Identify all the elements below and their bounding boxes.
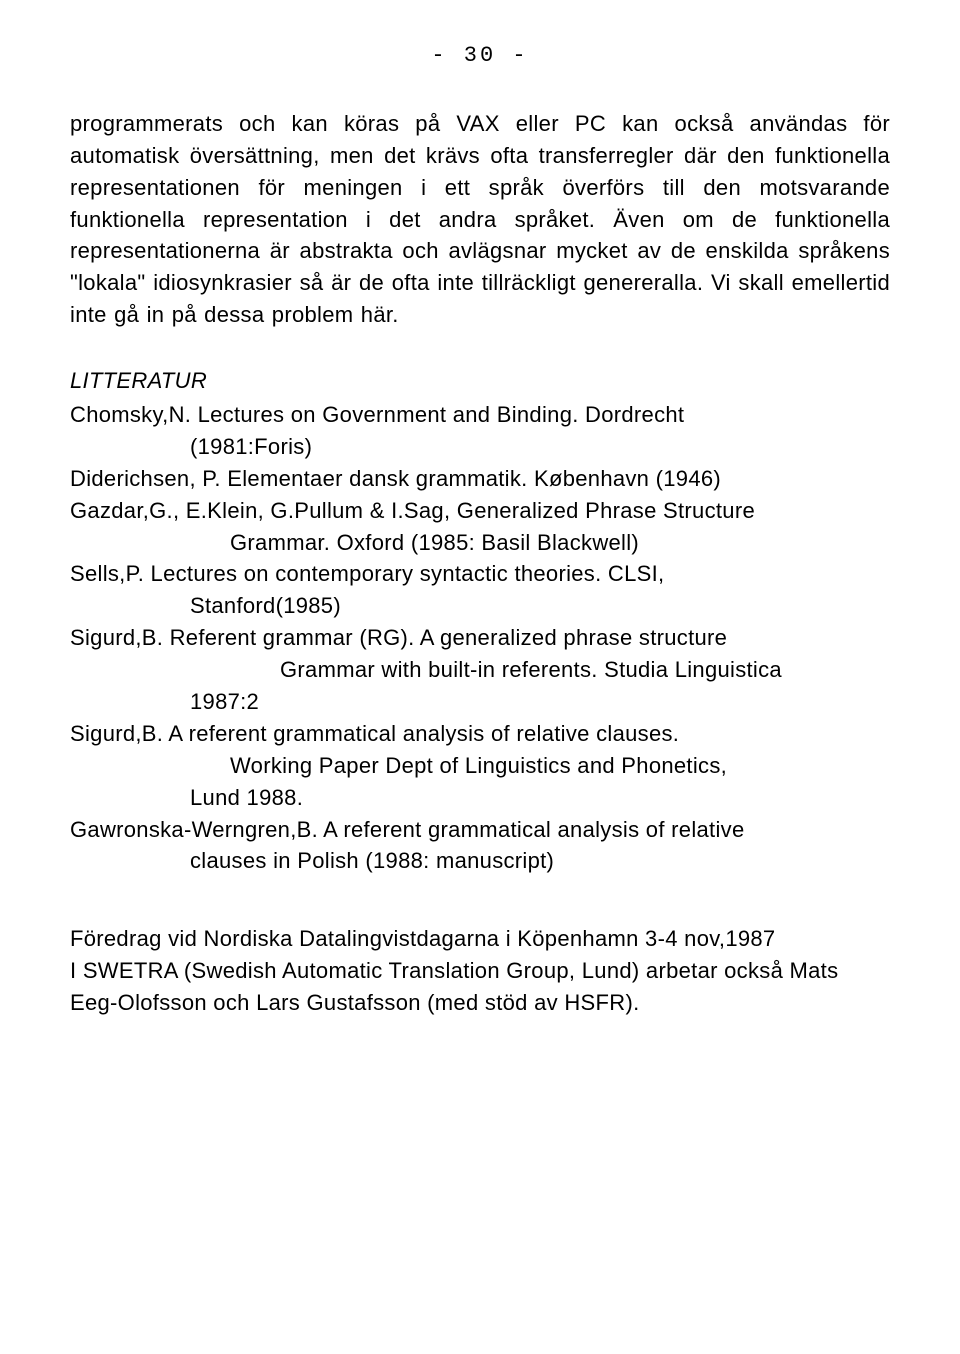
footnote-2: I SWETRA (Swedish Automatic Translation … (70, 955, 890, 1019)
ref-gawronska: Gawronska-Werngren,B. A referent grammat… (70, 814, 890, 878)
ref-line: Sells,P. Lectures on contemporary syntac… (70, 561, 664, 586)
ref-sigurd-1: Sigurd,B. Referent grammar (RG). A gener… (70, 622, 890, 718)
ref-sells: Sells,P. Lectures on contemporary syntac… (70, 558, 890, 622)
ref-line: Sigurd,B. A referent grammatical analysi… (70, 721, 679, 746)
footnote-1: Föredrag vid Nordiska Datalingvistdagarn… (70, 923, 890, 955)
body-paragraph: programmerats och kan köras på VAX eller… (70, 108, 890, 331)
ref-line: Grammar. Oxford (1985: Basil Blackwell) (70, 527, 890, 559)
ref-line: clauses in Polish (1988: manuscript) (70, 845, 890, 877)
litteratur-heading: LITTERATUR (70, 365, 890, 397)
ref-line: Stanford(1985) (70, 590, 890, 622)
ref-line: Chomsky,N. Lectures on Government and Bi… (70, 402, 684, 427)
ref-sigurd-2: Sigurd,B. A referent grammatical analysi… (70, 718, 890, 814)
ref-line: Sigurd,B. Referent grammar (RG). A gener… (70, 625, 727, 650)
ref-gazdar: Gazdar,G., E.Klein, G.Pullum & I.Sag, Ge… (70, 495, 890, 559)
page: - 30 - programmerats och kan köras på VA… (0, 0, 960, 1354)
ref-line: Grammar with built-in referents. Studia … (70, 654, 890, 686)
ref-line: Gawronska-Werngren,B. A referent grammat… (70, 817, 744, 842)
ref-chomsky: Chomsky,N. Lectures on Government and Bi… (70, 399, 890, 463)
ref-line: Gazdar,G., E.Klein, G.Pullum & I.Sag, Ge… (70, 498, 755, 523)
ref-diderichsen: Diderichsen, P. Elementaer dansk grammat… (70, 463, 890, 495)
ref-line: (1981:Foris) (70, 431, 890, 463)
ref-line: 1987:2 (70, 686, 890, 718)
spacer (70, 877, 890, 923)
page-number: - 30 - (70, 40, 890, 72)
ref-line: Working Paper Dept of Linguistics and Ph… (70, 750, 890, 782)
ref-line: Lund 1988. (70, 782, 890, 814)
ref-line: Diderichsen, P. Elementaer dansk grammat… (70, 466, 721, 491)
